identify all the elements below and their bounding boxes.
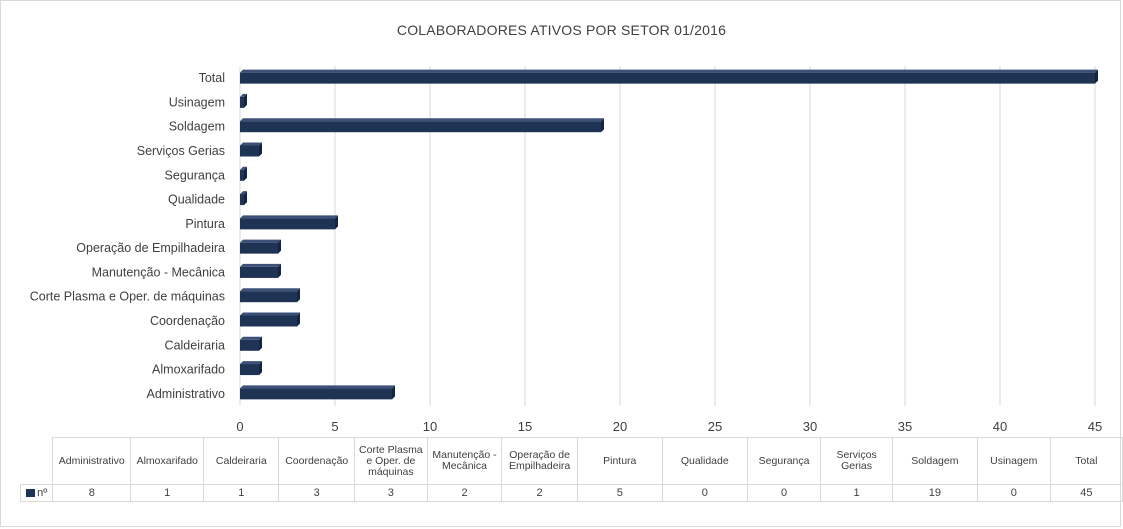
table-header-cell: Corte Plasma e Oper. de máquinas <box>354 437 428 485</box>
table-header-cell: Qualidade <box>661 437 748 485</box>
table-header-cell: Almoxarifado <box>130 437 205 485</box>
x-tick-label: 25 <box>708 419 722 434</box>
table-value-cell: 19 <box>891 484 978 502</box>
category-label: Total <box>199 71 225 85</box>
bar <box>240 93 247 108</box>
table-header-cell: Soldagem <box>891 437 978 485</box>
category-label: Operação de Empilhadeira <box>76 241 225 255</box>
chart-title: COLABORADORES ATIVOS POR SETOR 01/2016 <box>396 22 727 38</box>
bar <box>240 69 1098 84</box>
category-label: Soldagem <box>169 120 225 134</box>
bar <box>240 142 262 157</box>
data-table-value-row: nº 8 1 1 3 3 2 2 5 0 0 1 19 0 45 <box>19 484 1123 502</box>
table-header-cell: Total <box>1049 437 1123 485</box>
table-header-cell: Operação de Empilhadeira <box>501 437 578 485</box>
bar <box>240 215 338 230</box>
bar <box>240 191 247 206</box>
category-label: Coordenação <box>150 314 225 328</box>
x-tick-label: 45 <box>1088 419 1102 434</box>
table-value-cell: 1 <box>820 484 893 502</box>
category-label: Qualidade <box>168 193 225 207</box>
x-tick-label: 40 <box>993 419 1007 434</box>
table-value-cell: 2 <box>501 484 578 502</box>
table-value-cell: 0 <box>976 484 1051 502</box>
category-label: Caldeiraria <box>165 338 225 352</box>
table-value-cell: 3 <box>278 484 356 502</box>
table-value-cell: 8 <box>52 484 132 502</box>
table-value-cell: 0 <box>746 484 822 502</box>
table-header-cell: Pintura <box>576 437 663 485</box>
x-tick-label: 5 <box>331 419 338 434</box>
table-value-cell: 5 <box>576 484 663 502</box>
bar <box>240 263 281 278</box>
x-tick-label: 30 <box>803 419 817 434</box>
table-value-cell: 1 <box>203 484 280 502</box>
legend-cell: nº <box>19 484 54 502</box>
bar <box>240 118 604 133</box>
table-header-cell: Caldeiraria <box>203 437 280 485</box>
bar <box>240 385 395 400</box>
table-value-cell: 0 <box>661 484 748 502</box>
data-table-header-row: Administrativo Almoxarifado Caldeiraria Coo… <box>20 437 1123 485</box>
table-header-cell: Coordenação <box>278 437 356 485</box>
bar <box>240 336 262 351</box>
bar <box>240 288 300 303</box>
bar <box>240 239 281 254</box>
category-label: Segurança <box>165 168 226 182</box>
x-tick-label: 15 <box>518 419 532 434</box>
legend-key <box>26 488 36 497</box>
category-label: Pintura <box>185 217 225 231</box>
table-value-cell: 45 <box>1049 484 1123 502</box>
data-table-corner <box>20 437 54 485</box>
table-value-cell: 2 <box>426 484 503 502</box>
category-label: Manutenção - Mecânica <box>92 265 225 279</box>
table-header-cell: Serviços Gerias <box>820 437 893 485</box>
table-value-cell: 1 <box>130 484 205 502</box>
category-label: Corte Plasma e Oper. de máquinas <box>30 290 225 304</box>
category-label: Administrativo <box>147 387 226 401</box>
table-header-cell: Administrativo <box>52 437 132 485</box>
table-header-cell: Manutenção - Mecânica <box>426 437 503 485</box>
data-table: Administrativo Almoxarifado Caldeiraria Coo… <box>19 437 1123 502</box>
x-tick-label: 0 <box>236 419 243 434</box>
x-tick-label: 20 <box>613 419 627 434</box>
category-label: Usinagem <box>169 95 225 109</box>
category-label: Almoxarifado <box>152 363 225 377</box>
bar <box>240 312 300 327</box>
table-header-cell: Segurança <box>746 437 822 485</box>
table-value-cell: 3 <box>354 484 428 502</box>
category-label: Serviços Gerias <box>137 144 225 158</box>
x-tick-label: 35 <box>898 419 912 434</box>
bar <box>240 361 262 376</box>
x-tick-label: 10 <box>423 419 437 434</box>
bar <box>240 166 247 181</box>
legend-label: nº <box>37 486 48 499</box>
table-header-cell: Usinagem <box>976 437 1051 485</box>
